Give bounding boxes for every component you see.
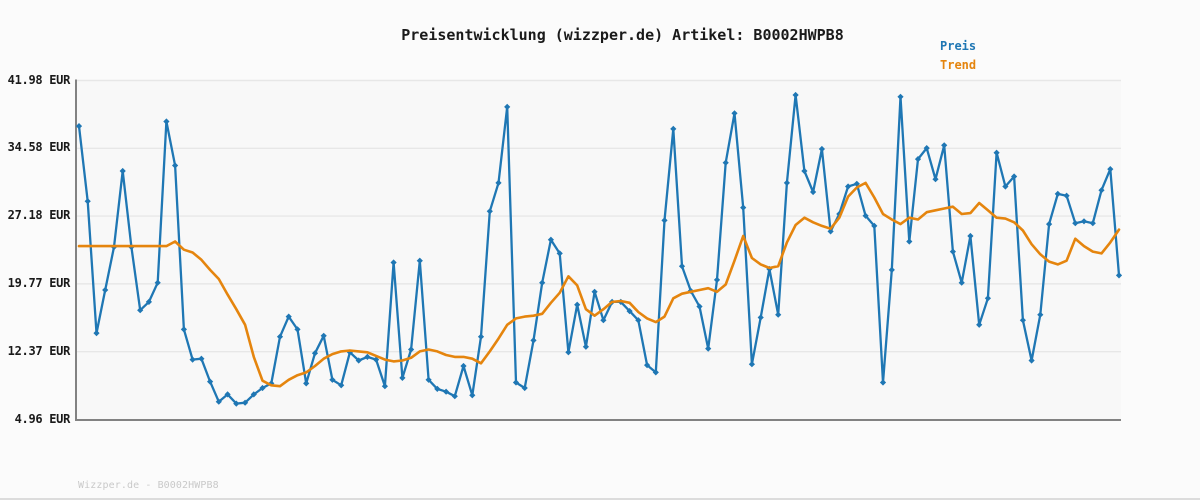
y-axis-tick-label: 4.96 EUR — [14, 411, 71, 426]
y-axis-tick-label: 41.98 EUR — [7, 72, 71, 87]
legend: Preis Trend — [940, 39, 976, 77]
y-axis-tick-label: 27.18 EUR — [7, 208, 71, 223]
chart-title: Preisentwicklung (wizzper.de) Artikel: B… — [401, 26, 844, 44]
plot-background — [77, 80, 1121, 420]
y-axis-tick-label: 12.37 EUR — [7, 343, 71, 358]
y-axis-tick-label: 34.58 EUR — [7, 140, 71, 155]
y-axis-tick-label: 19.77 EUR — [7, 275, 71, 290]
y-axis-labels: 41.98 EUR 34.58 EUR 27.18 EUR 19.77 EUR 12.3… — [0, 0, 71, 498]
legend-item-trend: Trend — [940, 58, 977, 72]
legend-item-preis: Preis — [940, 39, 977, 53]
footer-watermark: Wizzper.de - B0002HWPB8 — [78, 480, 219, 491]
trend-line — [77, 181, 1121, 388]
